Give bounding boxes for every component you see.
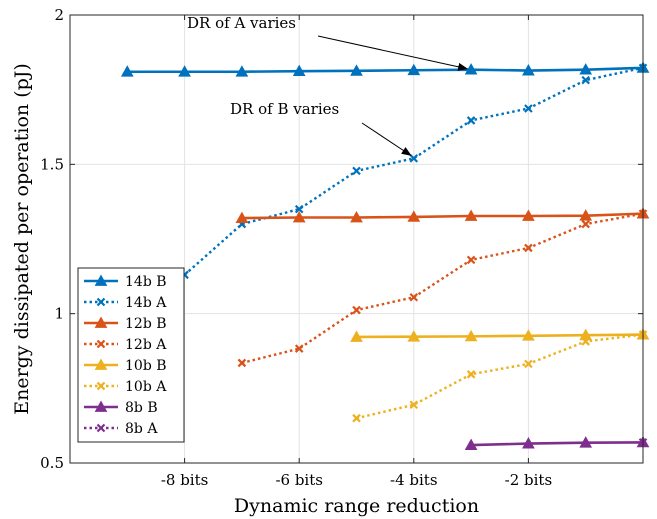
data-point-14b-b — [464, 63, 478, 75]
legend-label: 8b B — [125, 400, 158, 416]
legend-item-14b-b: 14b B — [84, 274, 167, 290]
data-point-14b-a — [581, 75, 590, 85]
legend-label: 14b A — [125, 295, 167, 311]
legend-item-8b-b: 8b B — [84, 400, 158, 416]
series-line-12b-b — [241, 212, 644, 220]
legend-label: 8b A — [125, 421, 158, 437]
x-tick-label: -8 bits — [161, 471, 209, 489]
legend-label: 12b A — [125, 337, 167, 353]
legend-marker — [96, 339, 106, 349]
legend-label: 12b B — [125, 316, 167, 332]
series-line-10b-b — [356, 333, 644, 339]
y-tick-label: 1.5 — [40, 155, 64, 173]
legend-marker — [96, 381, 106, 391]
series-8b-b — [464, 435, 650, 450]
series-line-10b-a — [356, 333, 644, 420]
data-point-10b-b — [407, 330, 421, 342]
annotation-arrow-b — [361, 122, 412, 156]
data-point-8b-b — [464, 438, 478, 450]
series-line-14b-b — [127, 66, 644, 74]
y-tick-label: 2 — [54, 6, 64, 24]
x-axis-label: Dynamic range reduction — [234, 495, 479, 517]
data-point-10b-b — [464, 329, 478, 342]
data-point-12b-b — [579, 209, 593, 221]
data-point-10b-a — [352, 413, 361, 423]
legend-item-12b-a: 12b A — [84, 337, 167, 353]
legend-item-8b-a: 8b A — [84, 421, 158, 437]
legend-marker — [96, 423, 106, 433]
data-point-12b-a — [294, 344, 304, 353]
legend-label: 10b B — [125, 358, 167, 374]
data-point-10b-a — [409, 400, 419, 410]
legend-marker — [94, 400, 108, 412]
data-point-12b-b — [464, 209, 478, 221]
data-point-10b-a — [524, 359, 533, 369]
data-point-10b-a — [581, 337, 590, 346]
series-14b-b — [120, 61, 650, 77]
data-point-12b-b — [350, 210, 363, 223]
data-point-14b-b — [350, 64, 363, 76]
data-point-12b-a — [466, 255, 476, 265]
axis-ticks: -8 bits -6 bits -4 bits -2 bits 0.5 1 1.5 2 — [40, 6, 643, 489]
data-point-14b-b — [522, 64, 535, 76]
data-point-14b-a — [524, 104, 533, 113]
data-point-14b-a — [466, 116, 476, 125]
x-tick-label: -4 bits — [390, 471, 438, 489]
annotations: DR of A varies DR of B varies — [187, 14, 469, 156]
plot-area-border — [69, 14, 644, 464]
legend-box — [77, 267, 185, 443]
data-point-14b-b — [407, 63, 421, 76]
legend-marker — [94, 358, 108, 370]
legend-marker — [94, 316, 108, 328]
legend-item-10b-b: 10b B — [84, 358, 167, 374]
annotation-dr-b: DR of B varies — [230, 100, 339, 118]
legend: 14b B 14b A 12b B 12b A 10b B 10b A 8b B 8b A — [77, 267, 185, 443]
annotation-arrow-a — [317, 35, 469, 71]
legend-item-12b-b: 12b B — [84, 316, 167, 332]
data-point-12b-b — [292, 210, 306, 223]
x-tick-label: -6 bits — [275, 471, 323, 489]
legend-marker — [94, 274, 108, 286]
legend-item-10b-a: 10b A — [84, 379, 167, 395]
data-point-10b-b — [522, 329, 535, 341]
data-point-10b-a — [466, 370, 476, 379]
series-layer — [120, 61, 650, 450]
data-point-12b-b — [522, 209, 535, 221]
data-point-8b-b — [579, 436, 593, 448]
data-point-14b-b — [235, 65, 249, 77]
data-point-14b-b — [178, 65, 191, 77]
y-axis-label: Energy dissipated per operation (pJ) — [11, 63, 33, 415]
x-tick-label: -2 bits — [505, 471, 553, 489]
series-line-8b-b — [471, 441, 644, 447]
series-10b-a — [352, 330, 648, 423]
series-10b-b — [350, 328, 650, 342]
data-point-14b-b — [579, 63, 593, 75]
data-point-14b-a — [409, 154, 419, 163]
y-tick-label: 0.5 — [40, 454, 64, 472]
legend-label: 14b B — [125, 274, 167, 290]
data-point-12b-a — [237, 358, 247, 368]
data-point-12b-b — [235, 211, 249, 223]
legend-marker — [96, 297, 106, 307]
data-point-14b-a — [294, 204, 304, 214]
legend-item-14b-a: 14b A — [84, 295, 167, 311]
data-point-10b-b — [350, 330, 363, 342]
data-point-8b-b — [522, 437, 535, 449]
data-point-12b-a — [352, 305, 361, 315]
data-point-12b-b — [407, 210, 421, 222]
data-point-12b-a — [581, 219, 590, 229]
data-point-14b-b — [120, 65, 134, 77]
series-12b-a — [237, 209, 648, 368]
data-point-12b-a — [524, 243, 533, 253]
legend-label: 10b A — [125, 379, 167, 395]
data-point-14b-a — [352, 166, 361, 176]
annotation-dr-a: DR of A varies — [187, 14, 296, 32]
data-point-14b-b — [292, 64, 306, 77]
data-point-10b-b — [579, 328, 593, 341]
y-tick-label: 1 — [54, 305, 64, 323]
series-line-12b-a — [241, 212, 644, 365]
data-point-12b-a — [409, 292, 419, 302]
